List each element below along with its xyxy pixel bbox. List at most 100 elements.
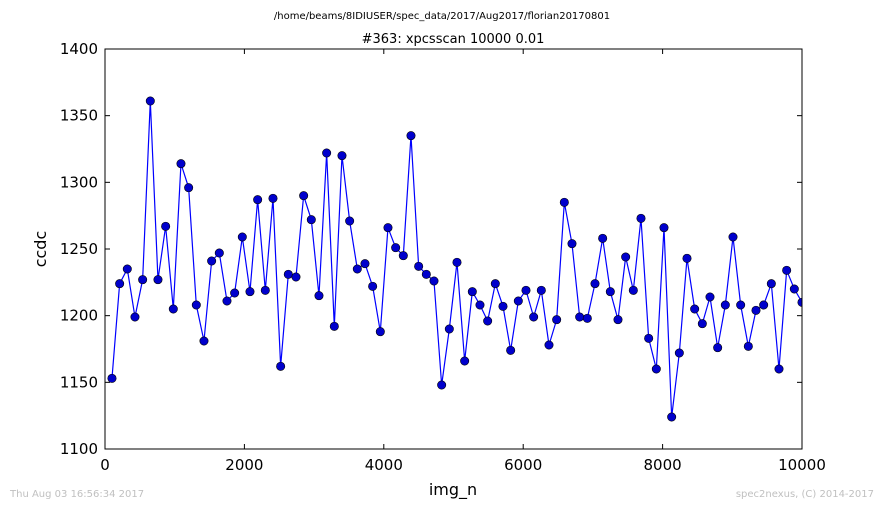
plot-area <box>105 49 802 449</box>
data-point <box>736 300 746 310</box>
figure-suptitle: /home/beams/8IDIUSER/spec_data/2017/Aug2… <box>274 11 610 22</box>
data-point <box>628 285 638 295</box>
data-point <box>329 321 339 331</box>
data-point <box>782 265 792 275</box>
data-point <box>605 287 615 297</box>
data-point <box>199 336 209 346</box>
data-point <box>352 264 362 274</box>
data-point <box>697 319 707 329</box>
y-tick-label: 1100 <box>60 440 98 458</box>
data-point <box>253 195 263 205</box>
data-point <box>766 279 776 289</box>
data-point <box>460 356 470 366</box>
axes-frame <box>104 48 803 450</box>
data-point <box>184 183 194 193</box>
data-point <box>214 248 224 258</box>
data-point <box>475 300 485 310</box>
data-point <box>237 232 247 242</box>
data-point <box>552 315 562 325</box>
data-point <box>230 288 240 298</box>
data-point <box>559 197 569 207</box>
footer-timestamp: Thu Aug 03 16:56:34 2017 <box>9 489 144 500</box>
data-point <box>651 364 661 374</box>
y-axis-ticks: 1100 1150 1200 1250 1300 1350 1400 <box>60 40 802 458</box>
chart-title: #363: xpcsscan 10000 0.01 <box>362 32 545 47</box>
data-point <box>406 131 416 141</box>
data-point <box>368 281 378 291</box>
y-axis-label: ccdc <box>31 231 50 268</box>
data-point <box>115 279 125 289</box>
data-point <box>138 275 148 285</box>
data-point <box>774 364 784 374</box>
data-point <box>176 159 186 169</box>
data-point <box>598 233 608 243</box>
data-point <box>636 213 646 223</box>
data-point <box>444 324 454 334</box>
x-axis-ticks: 0 2000 4000 6000 8000 10000 <box>100 49 826 474</box>
data-point <box>414 261 424 271</box>
data-point <box>621 252 631 262</box>
data-point <box>521 285 531 295</box>
footer-credit: spec2nexus, (C) 2014-2017 <box>736 489 874 500</box>
data-point <box>644 333 654 343</box>
data-point <box>145 96 155 106</box>
data-point <box>690 304 700 314</box>
data-point <box>153 275 163 285</box>
x-axis-label: img_n <box>429 480 477 500</box>
data-point <box>674 348 684 358</box>
y-tick-label: 1200 <box>60 307 98 325</box>
y-tick-label: 1350 <box>60 107 98 125</box>
data-point <box>398 251 408 261</box>
data-point <box>513 296 523 306</box>
x-tick-label: 2000 <box>225 456 263 474</box>
data-point <box>759 300 769 310</box>
data-point <box>498 301 508 311</box>
data-point <box>245 287 255 297</box>
data-point <box>506 345 516 355</box>
data-series <box>107 96 802 422</box>
x-tick-label: 0 <box>100 456 110 474</box>
data-point <box>345 216 355 226</box>
data-point <box>291 272 301 282</box>
data-point <box>276 361 286 371</box>
data-point <box>268 193 278 203</box>
data-point <box>667 412 677 422</box>
data-point <box>529 312 539 322</box>
data-point <box>122 264 132 274</box>
data-point <box>161 221 171 231</box>
data-point <box>299 191 309 201</box>
data-point <box>222 296 232 306</box>
data-point <box>421 269 431 279</box>
data-point <box>720 300 730 310</box>
data-point <box>375 327 385 337</box>
data-point <box>682 253 692 263</box>
data-point <box>107 373 117 383</box>
data-point <box>582 313 592 323</box>
data-point <box>337 151 347 161</box>
data-point <box>314 291 324 301</box>
data-point <box>613 315 623 325</box>
data-point <box>713 343 723 353</box>
x-tick-label: 6000 <box>504 456 542 474</box>
x-tick-label: 8000 <box>644 456 682 474</box>
data-point <box>260 285 270 295</box>
data-point <box>130 312 140 322</box>
data-point <box>544 340 554 350</box>
data-point <box>168 304 178 314</box>
data-point <box>567 239 577 249</box>
data-point <box>429 276 439 286</box>
data-point <box>751 305 761 315</box>
data-point <box>536 285 546 295</box>
data-point <box>437 380 447 390</box>
y-tick-label: 1400 <box>60 40 98 58</box>
data-point <box>590 279 600 289</box>
data-point <box>575 312 585 322</box>
data-point <box>467 287 477 297</box>
data-point <box>383 223 393 233</box>
y-tick-label: 1150 <box>60 373 98 391</box>
data-point <box>659 223 669 233</box>
data-point <box>306 215 316 225</box>
data-point <box>360 259 370 269</box>
data-point <box>207 256 217 266</box>
